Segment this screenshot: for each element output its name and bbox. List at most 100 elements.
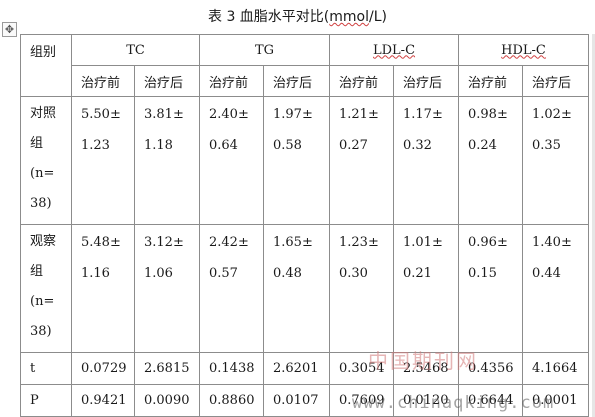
mean-value: 3.12± xyxy=(144,234,184,250)
table-row-p: P 0.9421 0.0090 0.8860 0.0107 0.7609 0.0… xyxy=(20,383,590,417)
p-value: 0.0090 xyxy=(134,383,200,417)
mean-value: 2.42± xyxy=(209,234,249,250)
sd-value: 0.58 xyxy=(273,138,302,154)
mean-value: 1.40± xyxy=(532,234,572,250)
mean-value: 5.50± xyxy=(81,107,121,123)
sd-value: 0.15 xyxy=(468,265,497,281)
p-value: 0.8860 xyxy=(199,383,264,417)
subheader-pre: 治疗前 xyxy=(71,65,135,98)
group-cell-observation: 观察 组 (n= 38) xyxy=(20,223,72,353)
p-value: 0.0120 xyxy=(393,383,459,417)
mean-value: 0.96± xyxy=(468,234,508,250)
sd-value: 0.64 xyxy=(209,138,238,154)
value-cell: 2.40± 0.64 xyxy=(199,96,264,225)
group-line: 观察 xyxy=(30,233,57,249)
mean-value: 1.23± xyxy=(339,234,379,250)
sd-value: 0.35 xyxy=(532,138,561,154)
metric-header-tc: TC xyxy=(71,33,200,67)
subheader-post: 治疗后 xyxy=(521,65,590,98)
table-row-control: 对照 组 (n= 38) 5.50± 1.23 3.81± 1.18 2.40± 0.… xyxy=(20,96,590,225)
value-cell: 1.23± 0.30 xyxy=(329,223,394,353)
watermark-url: www.chinaqking.com xyxy=(352,393,555,413)
sd-value: 0.24 xyxy=(468,138,497,154)
p-value: 0.9421 xyxy=(71,383,135,417)
p-value: 0.6644 xyxy=(458,383,523,417)
value-cell: 1.02± 0.35 xyxy=(521,96,590,225)
mean-value: 0.98± xyxy=(468,107,508,123)
value-cell: 3.12± 1.06 xyxy=(134,223,200,353)
group-line: (n= xyxy=(30,166,55,182)
value-cell: 2.42± 0.57 xyxy=(199,223,264,353)
value-cell: 5.48± 1.16 xyxy=(71,223,135,353)
value-cell: 1.17± 0.32 xyxy=(393,96,459,225)
group-header: 组别 xyxy=(20,33,72,98)
table-caption: 表 3 血脂水平对比(mmol/L) xyxy=(0,0,595,34)
sd-value: 0.27 xyxy=(339,138,368,154)
mean-value: 1.17± xyxy=(403,107,443,123)
table-row-observation: 观察 组 (n= 38) 5.48± 1.16 3.12± 1.06 2.42± 0.… xyxy=(20,223,590,353)
mean-value: 2.40± xyxy=(209,107,249,123)
t-label: t xyxy=(20,351,72,385)
t-value: 2.6815 xyxy=(134,351,200,385)
value-cell: 0.98± 0.24 xyxy=(458,96,523,225)
group-line: 组 xyxy=(30,136,44,152)
subheader-pre: 治疗前 xyxy=(199,65,264,98)
value-cell: 3.81± 1.18 xyxy=(134,96,200,225)
group-line: (n= xyxy=(30,293,55,309)
sd-value: 0.57 xyxy=(209,265,238,281)
mean-value: 1.02± xyxy=(532,107,572,123)
mean-value: 1.01± xyxy=(403,234,443,250)
value-cell: 1.65± 0.48 xyxy=(263,223,330,353)
lipid-table: 组别 TC TG LDL-C HDL-C 治疗前 治疗后 治疗前 治疗后 治疗前… xyxy=(20,33,590,417)
mean-value: 5.48± xyxy=(81,234,121,250)
p-value: 0.0107 xyxy=(263,383,330,417)
metric-header-ldl: LDL-C xyxy=(329,33,459,67)
value-cell: 5.50± 1.23 xyxy=(71,96,135,225)
metric-header-tg: TG xyxy=(199,33,330,67)
group-line: 38) xyxy=(30,196,52,212)
value-cell: 0.96± 0.15 xyxy=(458,223,523,353)
t-value: 2.6201 xyxy=(263,351,330,385)
table-row-t: t 0.0729 2.6815 0.1438 2.6201 0.3054 2.5… xyxy=(20,351,590,385)
sd-value: 0.48 xyxy=(273,265,302,281)
group-line: 组 xyxy=(30,263,44,279)
sd-value: 1.06 xyxy=(144,265,173,281)
move-cross-icon[interactable]: ✥ xyxy=(2,22,17,37)
value-cell: 1.97± 0.58 xyxy=(263,96,330,225)
sd-value: 0.21 xyxy=(403,265,432,281)
caption-prefix: 表 3 血脂水平对比( xyxy=(208,9,330,25)
sd-value: 0.32 xyxy=(403,138,432,154)
sd-value: 0.44 xyxy=(532,265,561,281)
t-value: 4.1664 xyxy=(521,351,590,385)
mean-value: 1.21± xyxy=(339,107,379,123)
subheader-pre: 治疗前 xyxy=(329,65,394,98)
metric-header-hdl: HDL-C xyxy=(457,33,590,67)
value-cell: 1.40± 0.44 xyxy=(521,223,590,353)
t-value: 0.3054 xyxy=(329,351,394,385)
sd-value: 1.16 xyxy=(81,265,110,281)
mean-value: 1.65± xyxy=(273,234,313,250)
subheader-post: 治疗后 xyxy=(134,65,200,98)
t-value: 0.1438 xyxy=(199,351,264,385)
mean-value: 3.81± xyxy=(144,107,184,123)
t-value: 2.5468 xyxy=(393,351,459,385)
right-edge-scrollbar[interactable] xyxy=(592,34,595,417)
caption-unit: mmol xyxy=(329,9,370,25)
subheader-pre: 治疗前 xyxy=(458,65,523,98)
subheader-post: 治疗后 xyxy=(393,65,459,98)
sd-value: 1.23 xyxy=(81,138,110,154)
sd-value: 0.30 xyxy=(339,265,368,281)
p-value: 0.7609 xyxy=(329,383,394,417)
caption-suffix: /L) xyxy=(369,9,387,25)
group-line: 对照 xyxy=(30,106,57,122)
value-cell: 1.01± 0.21 xyxy=(393,223,459,353)
t-value: 0.0729 xyxy=(71,351,135,385)
group-line: 38) xyxy=(30,323,52,339)
value-cell: 1.21± 0.27 xyxy=(329,96,394,225)
subheader-post: 治疗后 xyxy=(263,65,330,98)
p-label: P xyxy=(20,383,72,417)
watermark-title: 中国期刊网 xyxy=(368,349,478,373)
group-cell-control: 对照 组 (n= 38) xyxy=(20,96,72,225)
p-value: 0.0001 xyxy=(521,383,590,417)
sd-value: 1.18 xyxy=(144,138,173,154)
